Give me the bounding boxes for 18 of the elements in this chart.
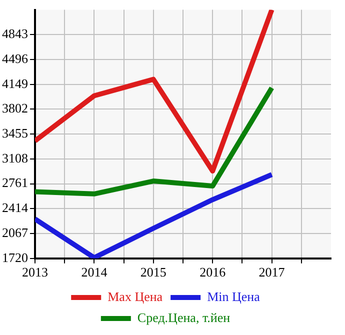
y-tick-label: 3108 <box>2 150 28 166</box>
y-tick-label: 2761 <box>2 175 28 190</box>
x-tick-label: 2014 <box>81 264 108 280</box>
y-tick-label: 4496 <box>2 50 28 66</box>
x-tick-label: 2013 <box>22 264 48 280</box>
y-tick-label: 2067 <box>2 224 28 240</box>
y-tick-label: 3455 <box>2 126 28 141</box>
y-tick-label: 1720 <box>2 250 28 265</box>
y-tick-label: 4843 <box>2 26 28 42</box>
legend-label: Min Цена <box>207 288 260 304</box>
x-tick-label: 2015 <box>140 264 166 280</box>
y-tick-label: 2414 <box>2 200 28 216</box>
legend-label: Сред.Цена, т.йен <box>137 310 230 325</box>
y-tick-label: 3802 <box>2 100 28 116</box>
legend-label: Max Цена <box>108 288 163 304</box>
y-tick-label: 4149 <box>2 76 28 91</box>
x-tick-label: 2016 <box>200 264 226 280</box>
x-tick-label: 2017 <box>258 264 286 280</box>
